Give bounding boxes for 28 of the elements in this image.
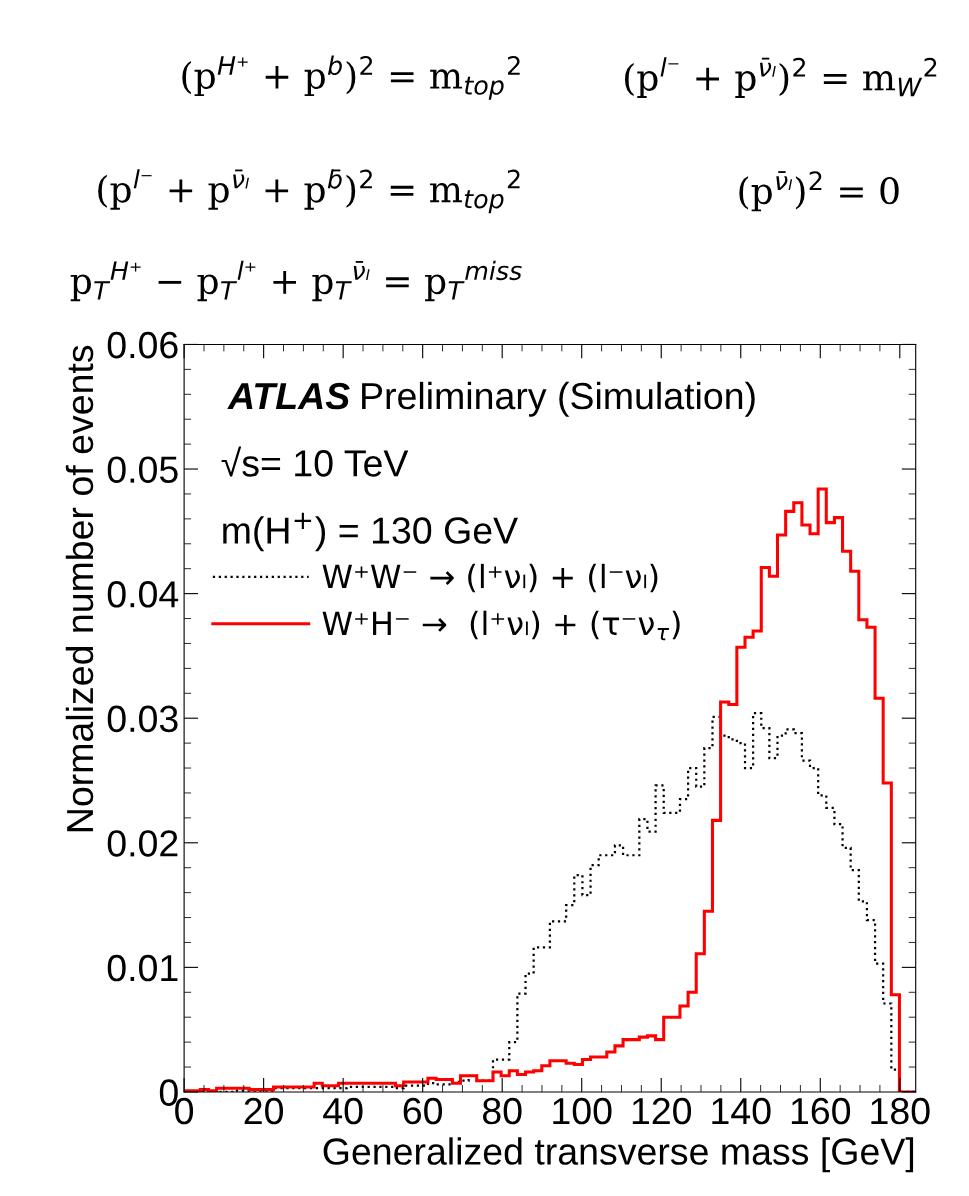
y-tick-label: 0.06: [107, 331, 178, 359]
annotation: √s= 10 TeV: [221, 446, 409, 477]
annotation: ATLAS: [227, 382, 350, 410]
annotation: Preliminary (Simulation): [362, 381, 755, 417]
annotation: m(H$^{+}$) = 130 GeV: [223, 512, 518, 552]
y-tick-label: 0.02: [107, 830, 178, 857]
text: (p$^{l⁻}$ + p$^{ν̄ₗ}$)$^{2}$ = m$_{W}$$^{2}$: [625, 57, 937, 98]
x-axis-title: Generalized transverse mass [GeV]: [323, 1137, 914, 1173]
x-tick-label: 80: [482, 1097, 522, 1125]
y-tick-label: 0.03: [107, 705, 178, 733]
x-tick-label: 40: [323, 1097, 363, 1125]
text: p$_{T}$$^{H⁺}$ − p$_{T}$$^{l⁺}$ + p$_{T}$$^{ν̄ₗ}$ = p$_{T}$$^{miss}$: [70, 260, 522, 302]
x-tick-label: 60: [403, 1097, 443, 1125]
y-axis-title: Normalized number of events: [65, 345, 94, 832]
y-tick-label: 0.01: [107, 954, 178, 982]
legend-label: W⁺H⁻ → (l⁺νₗ) + (τ⁻ν$_{τ}$): [322, 610, 680, 641]
y-tick-label: 0.05: [107, 456, 178, 483]
x-tick-label: 160: [791, 1097, 851, 1125]
x-tick-label: 140: [712, 1097, 771, 1125]
y-tick-label: 0.04: [107, 581, 179, 608]
text: (p$^{l⁻}$ + p$^{ν̄ₗ}$ + p$^{b̄}$)$^{2}$ = m$_{top}$$^{2}$: [98, 169, 520, 214]
x-tick-label: 100: [553, 1097, 612, 1125]
legend-label: W⁺W⁻ → (l⁺νₗ) + (l⁻νₗ): [322, 563, 658, 593]
x-tick-label: 180: [871, 1097, 930, 1125]
text: (p$^{ν̄ₗ}$)$^{2}$ = 0: [739, 171, 899, 212]
x-tick-label: 20: [244, 1097, 284, 1125]
text: (p$^{H⁺}$ + p$^{b}$)$^{2}$ = m$_{top}$$^{2}$: [182, 55, 520, 100]
x-tick-label: 120: [632, 1097, 692, 1125]
